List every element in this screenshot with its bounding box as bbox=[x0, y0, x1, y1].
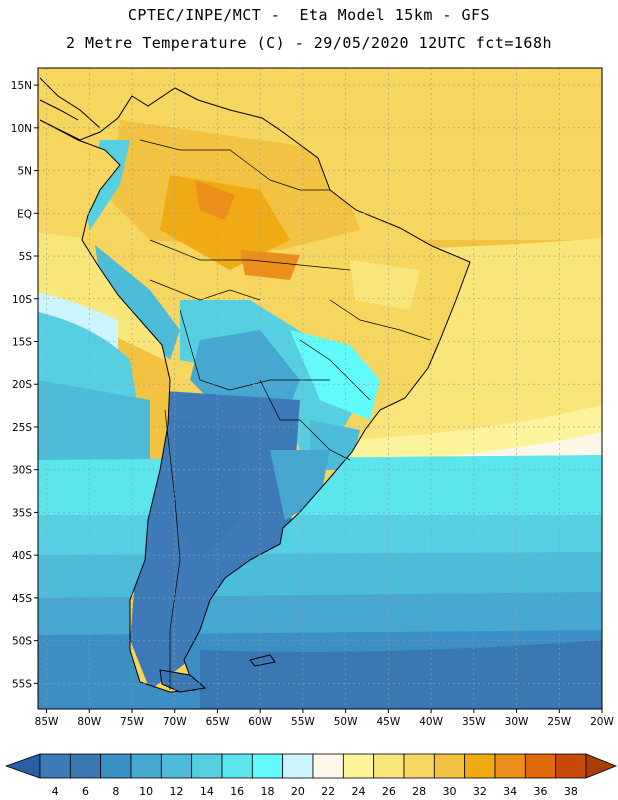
colorbar-segment bbox=[160, 753, 193, 779]
chile-argentina-border bbox=[164, 409, 181, 690]
lat-tick-label: 25S bbox=[12, 422, 32, 434]
colorbar-segment bbox=[524, 753, 557, 779]
lon-tick-label: 55W bbox=[291, 716, 315, 728]
colorbar-segment bbox=[39, 753, 71, 779]
colorbar-label: 34 bbox=[503, 785, 517, 798]
country-border bbox=[259, 379, 351, 461]
south-america-coastline bbox=[39, 87, 471, 693]
colorbar-segment bbox=[433, 753, 466, 779]
colorbar-label: 8 bbox=[112, 785, 119, 798]
colorbar-label: 10 bbox=[139, 785, 153, 798]
country-border bbox=[149, 239, 351, 271]
colorbar-high-arrow bbox=[585, 753, 618, 779]
colorbar-label: 38 bbox=[564, 785, 578, 798]
colorbar-low-arrow bbox=[4, 753, 41, 779]
colorbar-segment bbox=[282, 753, 314, 779]
lon-tick-label: 20W bbox=[590, 716, 614, 728]
lon-tick-label: 25W bbox=[547, 716, 571, 728]
map-title-line-2: 2 Metre Temperature (C) - 29/05/2020 12U… bbox=[65, 34, 553, 52]
country-border bbox=[139, 139, 330, 191]
colorbar-label: 28 bbox=[412, 785, 426, 798]
lat-tick-label: 45S bbox=[12, 593, 32, 605]
colorbar-label: 24 bbox=[352, 785, 366, 798]
temperature-colorbar: 4 6 8 10 12 14 16 18 20 22 24 26 28 30 32 34 36 38 bbox=[4, 753, 618, 798]
map-frame bbox=[37, 67, 603, 710]
colorbar-segment bbox=[100, 753, 132, 779]
colorbar-label: 14 bbox=[200, 785, 214, 798]
state-border bbox=[329, 299, 431, 341]
lon-tick-label: 40W bbox=[419, 716, 443, 728]
lon-tick-label: 80W bbox=[77, 716, 101, 728]
map-title-line-1: CPTEC/INPE/MCT - Eta Model 15km - GFS bbox=[127, 6, 491, 24]
colorbar-label: 16 bbox=[230, 785, 244, 798]
lon-tick-label: 45W bbox=[376, 716, 400, 728]
lat-tick-label: EQ bbox=[17, 208, 32, 220]
colorbar-segment bbox=[555, 753, 587, 779]
lat-tick-label: 10N bbox=[11, 123, 32, 135]
country-border bbox=[179, 309, 330, 391]
lat-tick-label: 15N bbox=[11, 80, 32, 92]
lat-tick-label: 35S bbox=[12, 507, 32, 519]
colorbar-segment bbox=[251, 753, 284, 779]
colorbar-label: 30 bbox=[443, 785, 457, 798]
lat-tick-label: 50S bbox=[12, 636, 32, 648]
colorbar-segment bbox=[221, 753, 253, 779]
lat-tick-label: 5N bbox=[17, 166, 32, 178]
colorbar-label: 32 bbox=[473, 785, 487, 798]
lat-tick-label: 55S bbox=[12, 678, 32, 690]
colorbar-label: 12 bbox=[170, 785, 184, 798]
colorbar-segment bbox=[464, 753, 496, 779]
tierra-del-fuego bbox=[159, 669, 207, 693]
lat-tick-label: 10S bbox=[12, 294, 32, 306]
longitude-labels: 85W 80W 75W 70W 65W 60W 55W 50W 45W 40W 35W 30W 25W 2… bbox=[35, 716, 615, 728]
lat-tick-label: 15S bbox=[12, 336, 32, 348]
colorbar-segment bbox=[494, 753, 526, 779]
falkland-islands bbox=[249, 654, 276, 667]
colorbar-label: 22 bbox=[321, 785, 335, 798]
state-border bbox=[299, 339, 371, 401]
lon-tick-label: 35W bbox=[462, 716, 486, 728]
graticule bbox=[34, 68, 603, 713]
lon-tick-label: 30W bbox=[505, 716, 529, 728]
lat-tick-label: 20S bbox=[12, 379, 32, 391]
latitude-labels: 15N 10N 5N EQ 5S 10S 15S 20S 25S 30S 35S 40S 45S 50S 5… bbox=[11, 80, 33, 690]
colorbar-segment bbox=[373, 753, 405, 779]
colorbar-label: 6 bbox=[82, 785, 89, 798]
colorbar-segment bbox=[69, 753, 102, 779]
colorbar-segment bbox=[312, 753, 344, 779]
lon-tick-label: 65W bbox=[206, 716, 230, 728]
colorbar-label: 20 bbox=[291, 785, 305, 798]
colorbar-label: 18 bbox=[261, 785, 275, 798]
colorbar-segment bbox=[191, 753, 223, 779]
lon-tick-label: 70W bbox=[163, 716, 187, 728]
lon-tick-label: 75W bbox=[120, 716, 144, 728]
colorbar-segment bbox=[403, 753, 435, 779]
lat-tick-label: 40S bbox=[12, 550, 32, 562]
central-america-coastline bbox=[39, 77, 101, 129]
lon-tick-label: 85W bbox=[35, 716, 59, 728]
lon-tick-label: 60W bbox=[248, 716, 272, 728]
colorbar-segment bbox=[130, 753, 162, 779]
lon-tick-label: 50W bbox=[334, 716, 358, 728]
colorbar-label: 26 bbox=[382, 785, 396, 798]
colorbar-label: 36 bbox=[534, 785, 548, 798]
colorbar-label: 4 bbox=[52, 785, 59, 798]
colorbar-segment bbox=[342, 753, 375, 779]
lat-tick-label: 30S bbox=[12, 465, 32, 477]
lat-tick-label: 5S bbox=[19, 251, 33, 263]
